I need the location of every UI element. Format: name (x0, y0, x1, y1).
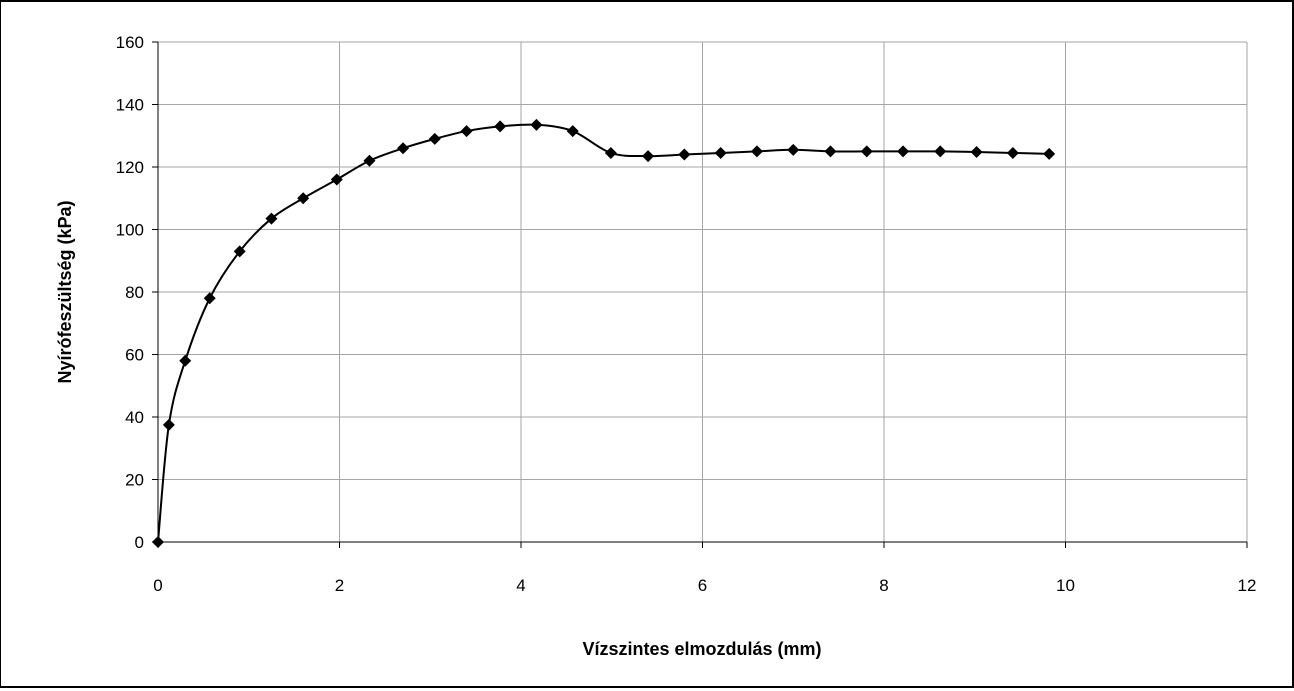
x-tick-label: 10 (1056, 576, 1075, 595)
data-point-marker (162, 418, 175, 431)
axes (152, 41, 1248, 548)
data-point-marker (363, 154, 376, 167)
data-point-marker (179, 354, 192, 367)
x-tick-label: 8 (879, 576, 888, 595)
data-point-marker (1006, 146, 1019, 159)
data-point-marker (566, 125, 579, 138)
data-point-marker (604, 146, 617, 159)
tick-labels: 0 20 40 60 80 100 120 140 160 0 2 4 6 8 10 12 (116, 33, 1257, 595)
data-point-marker (428, 132, 441, 145)
data-point-marker (860, 145, 873, 158)
data-point-marker (233, 245, 246, 258)
data-point-marker (642, 150, 655, 163)
x-tick-label: 0 (153, 576, 162, 595)
data-point-marker (750, 145, 763, 158)
data-point-marker (494, 120, 507, 133)
data-point-marker (330, 173, 343, 186)
x-tick-label: 4 (516, 576, 525, 595)
y-tick-label: 80 (125, 283, 144, 302)
data-point-marker (460, 125, 473, 138)
data-point-marker (934, 145, 947, 158)
y-tick-label: 40 (125, 408, 144, 427)
data-point-marker (265, 212, 278, 225)
data-point-marker (397, 142, 410, 155)
y-tick-label: 0 (135, 533, 144, 552)
data-point-marker (152, 536, 164, 548)
x-tick-label: 2 (335, 576, 344, 595)
data-point-marker (678, 148, 691, 161)
data-point-marker (824, 145, 837, 158)
data-point-marker (970, 146, 983, 158)
grid-lines (158, 41, 1248, 542)
data-point-marker (530, 118, 543, 131)
y-tick-label: 60 (125, 346, 144, 365)
data-series (152, 118, 1056, 548)
data-point-marker (787, 143, 800, 156)
data-point-marker (297, 192, 310, 205)
data-point-marker (203, 292, 216, 305)
y-tick-label: 20 (125, 471, 144, 490)
data-point-marker (1043, 147, 1056, 160)
x-tick-label: 12 (1238, 576, 1257, 595)
y-tick-label: 100 (116, 221, 144, 240)
x-axis-title: Vízszintes elmozdulás (mm) (582, 639, 821, 659)
x-tick-label: 6 (698, 576, 707, 595)
y-tick-label: 140 (116, 96, 144, 115)
y-tick-label: 160 (116, 33, 144, 52)
data-point-marker (714, 146, 727, 159)
y-axis-title: Nyírófeszültség (kPa) (55, 200, 75, 383)
y-tick-label: 120 (116, 158, 144, 177)
data-point-marker (897, 145, 910, 158)
